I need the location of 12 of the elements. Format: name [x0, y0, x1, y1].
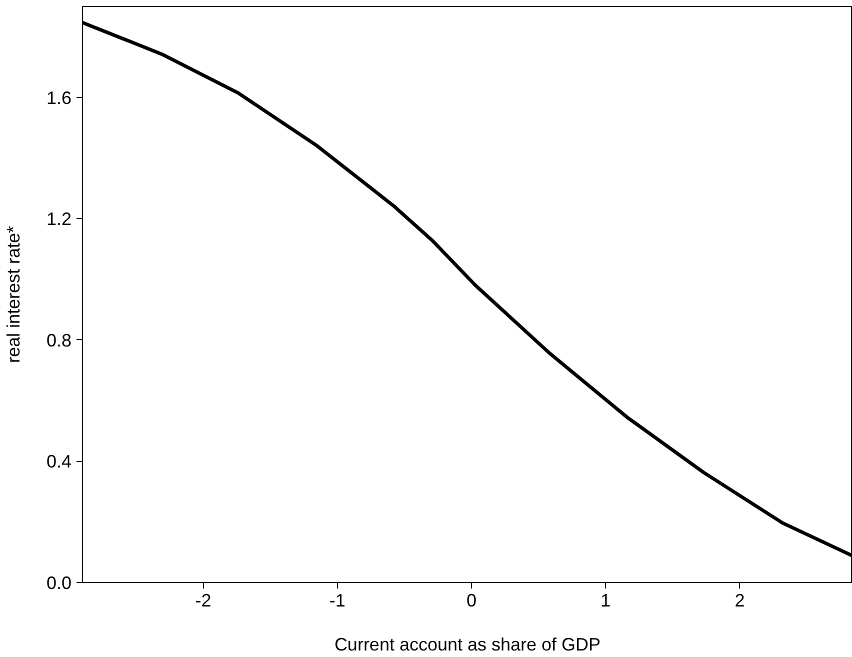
x-axis-title: Current account as share of GDP: [334, 634, 601, 654]
y-axis-title: real interest rate*: [3, 226, 24, 364]
x-tick-label: 0: [466, 590, 477, 610]
x-tick-label: -1: [329, 590, 346, 610]
x-tick-label: -2: [195, 590, 212, 610]
y-tick-label: 0.4: [46, 452, 72, 472]
y-tick-label: 1.2: [46, 209, 72, 230]
x-tick-label: 2: [734, 590, 745, 610]
x-tick-label: 1: [600, 590, 611, 610]
y-tick-label: 0.0: [46, 573, 72, 593]
y-tick-label: 1.6: [46, 88, 72, 108]
y-tick-label: 0.8: [46, 330, 72, 350]
